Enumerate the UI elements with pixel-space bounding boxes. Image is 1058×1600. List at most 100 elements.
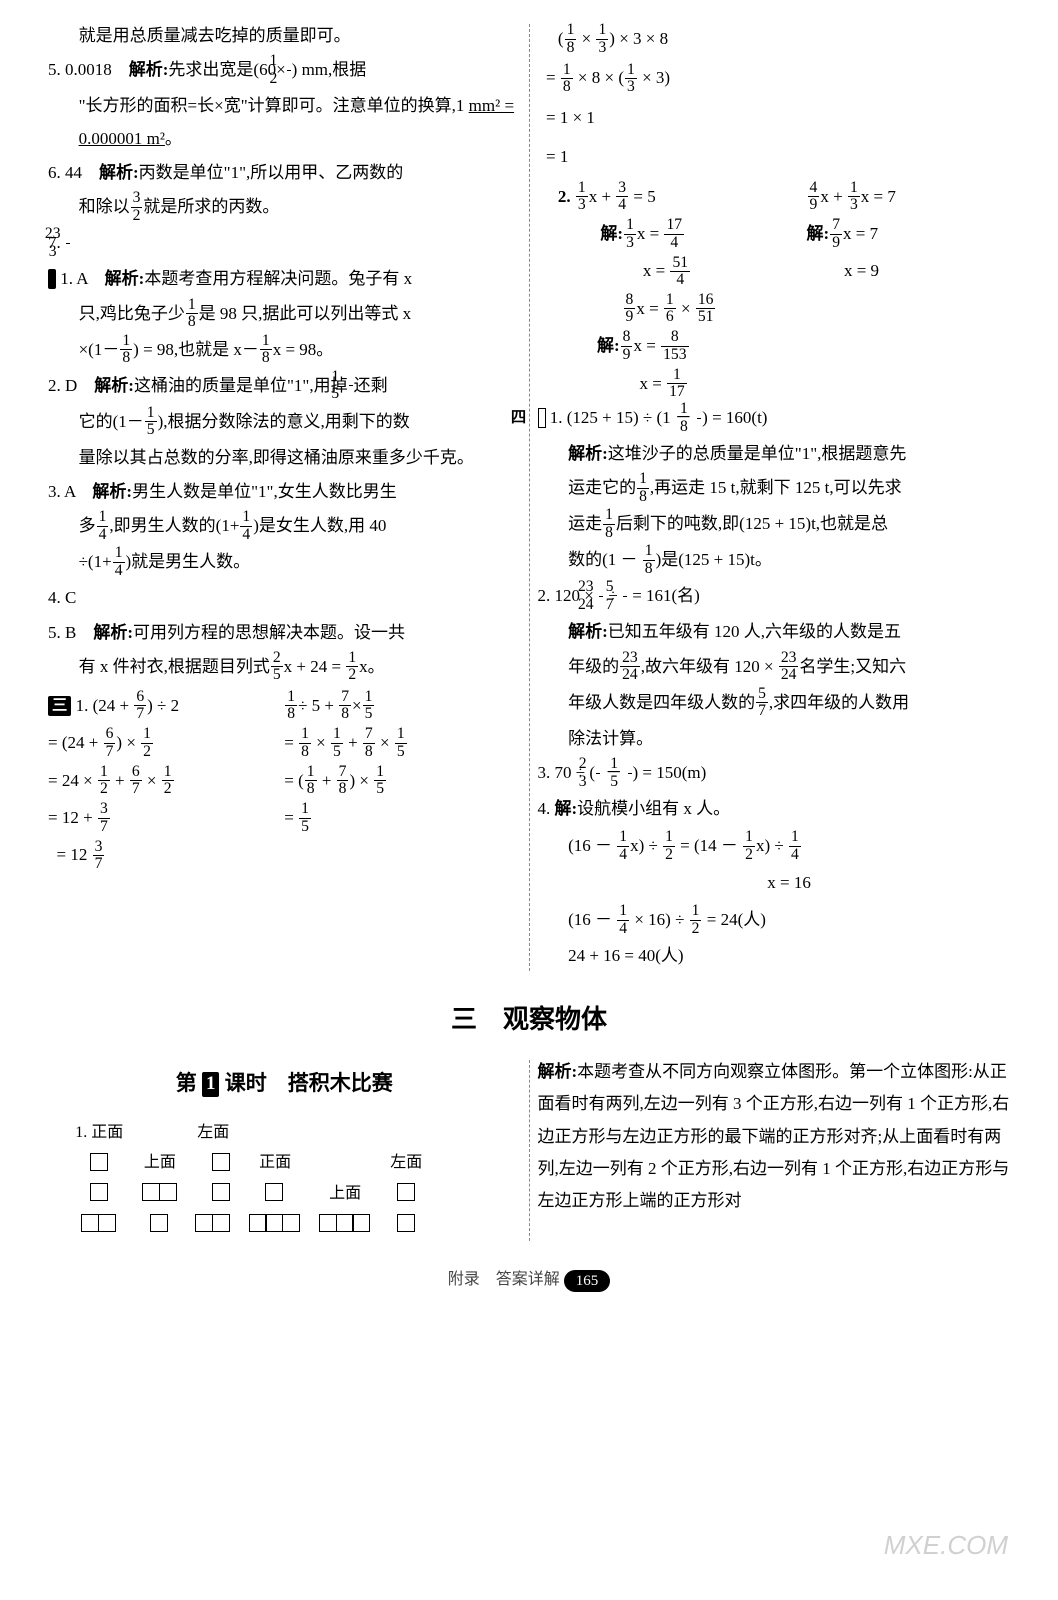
text-line: "长方形的面积=长×宽"计算即可。注意单位的换算,1 mm² = 0.00000…: [48, 90, 521, 155]
t: x =: [636, 299, 663, 318]
text-line: ×(1－18) = 98,也就是 x－18x = 98。: [48, 334, 521, 368]
section-2-q5: 5. B 解析:可用列方程的思想解决本题。设一共: [48, 617, 521, 649]
eq-left: 解:13x = 174: [558, 215, 807, 252]
frac: 12: [346, 650, 358, 684]
eq-right: = 18 × 15 + 78 × 15: [284, 724, 407, 761]
t: ) = 98,也就是 x－: [133, 340, 259, 359]
frac: 2324: [779, 650, 799, 684]
t: = (24 +: [48, 733, 103, 752]
eq-row: = 24 × 12 + 67 × 12 = (18 + 78) × 15: [48, 762, 521, 799]
t: x) ÷: [756, 836, 788, 855]
frac: 78: [337, 764, 349, 798]
t: ÷(1+: [79, 552, 112, 571]
frac: 23: [596, 756, 600, 790]
frac: 14: [617, 903, 629, 937]
t: ×: [352, 696, 362, 715]
frac: 174: [664, 217, 684, 251]
frac: 13: [596, 22, 608, 56]
frac: 18: [260, 333, 272, 367]
text-line: 解析:已知五年级有 120 人,六年级的人数是五: [538, 616, 1011, 648]
footer-text: 附录 答案详解: [448, 1271, 560, 1288]
shape-icon: [250, 1185, 300, 1246]
text-line: 除法计算。: [538, 723, 1011, 755]
shape-icon: [82, 1154, 115, 1245]
frac: 12: [690, 903, 702, 937]
frac: 15: [395, 726, 407, 760]
t: ,再运走 15 t,就剩下 125 t,可以先求: [650, 478, 902, 497]
section-2-q4: 4. C: [48, 582, 521, 614]
frac: 15: [145, 405, 157, 439]
t: (: [558, 29, 564, 48]
t: )就是男生人数。: [126, 552, 251, 571]
eq-line: = 12 37: [48, 836, 521, 873]
t: 1. (24 +: [76, 696, 134, 715]
shape-icon: [143, 1185, 176, 1246]
t: ) ×: [349, 771, 373, 790]
frac: 67: [134, 689, 146, 723]
t: 男生人数是单位"1",女生人数比男生: [132, 482, 397, 501]
t: 课时 搭积木比赛: [219, 1071, 392, 1095]
frac: 18: [285, 689, 297, 723]
label: 解析:: [92, 482, 132, 501]
label: 解:: [597, 336, 620, 355]
eq-right: 解:79x = 7: [807, 215, 879, 252]
t: = (14 －: [676, 836, 742, 855]
t: 1. (125 + 15) ÷ (1 －: [550, 408, 696, 427]
frac: 233: [66, 226, 70, 260]
section-4-q1: 四 1. (125 + 15) ÷ (1 － 18) = 160(t): [538, 402, 1011, 436]
left-column: 就是用总质量减去吃掉的质量即可。 5. 0.0018 解析:先求出宽是(60×1…: [40, 20, 529, 975]
t: 。: [165, 129, 182, 148]
view-top-2: 上面: [320, 1179, 370, 1246]
frac: 49: [808, 180, 820, 214]
frac: 13: [625, 62, 637, 96]
text-line: 只,鸡比兔子少18是 98 只,据此可以列出等式 x: [48, 298, 521, 332]
item-5: 5. 0.0018 解析:先求出宽是(60×12) mm,根据: [48, 54, 521, 88]
label: 解析:: [93, 623, 133, 642]
text-line: 年级人数是四年级人数的57,求四年级的人数用: [538, 687, 1011, 721]
eq-left: x = 514: [558, 252, 807, 289]
text-line: ÷(1+14)就是男生人数。: [48, 546, 521, 580]
frac: 57: [623, 579, 627, 613]
t: = 161(名): [628, 586, 700, 605]
t: 本题考查从不同方向观察立体图形。第一个立体图形:从正面看时有两列,左边一列有 3…: [538, 1062, 1010, 1210]
t: = 24 ×: [48, 771, 97, 790]
t: 数的(1 －: [568, 550, 642, 569]
text-line: 就是用总质量减去吃掉的质量即可。: [48, 20, 521, 52]
view-left-1: 左面: [197, 1118, 230, 1246]
shape-icon: [398, 1185, 415, 1246]
t: )是(125 + 15)t。: [656, 550, 772, 569]
t: ,即男生人数的(1+: [109, 516, 239, 535]
frac: 32: [131, 190, 143, 224]
frac: 12: [663, 829, 675, 863]
label: 解析:: [568, 444, 608, 463]
t: 多: [79, 516, 96, 535]
num: 5. B: [48, 623, 93, 642]
t: )是女生人数,用 40: [253, 516, 386, 535]
lesson-title: 第 1 课时 搭积木比赛: [48, 1064, 521, 1104]
eq-row: x = 514 x = 9: [538, 252, 1011, 289]
frac: 78: [363, 726, 375, 760]
eq-line: x = 16: [538, 867, 1011, 899]
t: x = 98。: [273, 340, 334, 359]
t: ×: [143, 771, 161, 790]
shape-icon: [320, 1215, 370, 1245]
t: 先求出宽是(60×: [168, 60, 285, 79]
num: 2.: [558, 187, 575, 206]
t: 和除以: [79, 197, 130, 216]
t: 名学生;又知六: [799, 657, 906, 676]
eq-left: = 24 × 12 + 67 × 12: [48, 762, 284, 799]
t: 这桶油的质量是单位"1",用掉: [134, 376, 348, 395]
eq-line: (18 × 13) × 3 × 8: [538, 20, 1011, 57]
frac: 18: [637, 471, 649, 505]
t: x =: [640, 374, 667, 393]
eq-line: = 1: [538, 138, 1011, 175]
section-4-q3: 3. 70 ÷ (23 － 15) = 150(m): [538, 757, 1011, 791]
frac: 15: [299, 801, 311, 835]
t: x) ÷: [630, 836, 662, 855]
t: ) ×: [116, 733, 140, 752]
eq-line: 24 + 16 = 40(人): [538, 940, 1011, 972]
t: (16 －: [568, 836, 616, 855]
frac: 18: [186, 297, 198, 331]
frac: 18: [120, 333, 132, 367]
text-line: 多14,即男生人数的(1+14)是女生人数,用 40: [48, 510, 521, 544]
